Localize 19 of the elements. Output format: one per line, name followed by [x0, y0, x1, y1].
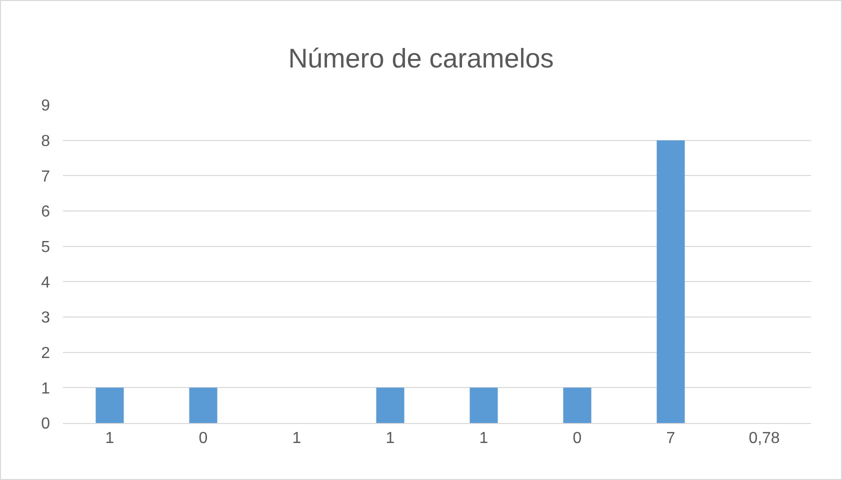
x-tick-label: 0 — [198, 430, 208, 448]
y-tick-label: 8 — [41, 132, 50, 150]
x-tick-label: 1 — [292, 430, 302, 448]
x-tick-label: 7 — [666, 430, 676, 448]
y-tick-label: 2 — [41, 344, 50, 362]
x-tick-label: 1 — [386, 430, 395, 448]
x-tick-label: 1 — [105, 430, 114, 448]
y-tick-label: 6 — [41, 204, 50, 221]
x-tick-label: 0,78 — [748, 430, 780, 448]
x-tick-label: 1 — [479, 430, 488, 448]
y-tick-label: 7 — [41, 168, 50, 186]
x-tick-label: 0 — [572, 430, 582, 448]
y-tick-label: 5 — [41, 238, 50, 256]
y-tick-label: 4 — [41, 274, 50, 292]
y-tick-label: 9 — [41, 98, 50, 115]
y-tick-label: 0 — [41, 416, 50, 433]
chart-title: Número de caramelos — [288, 44, 554, 74]
y-tick-label: 3 — [41, 310, 50, 327]
y-tick-label: 1 — [41, 380, 50, 398]
